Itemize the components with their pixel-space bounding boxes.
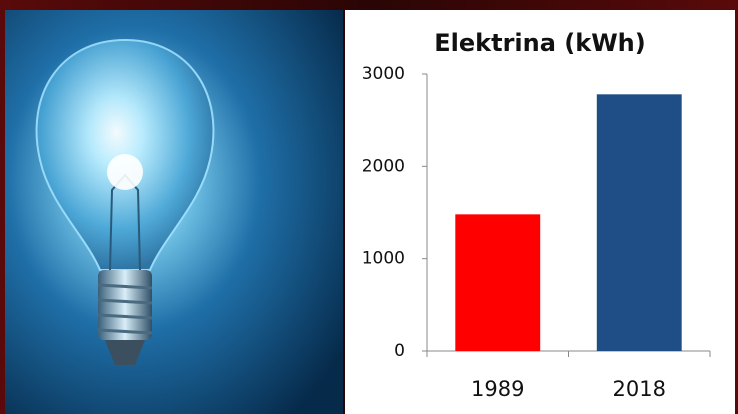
x-tick-label: 2018 [613, 377, 666, 401]
y-tick-label: 1000 [362, 249, 405, 269]
bar [455, 214, 541, 351]
x-tick-label: 1989 [471, 377, 524, 401]
y-tick-label: 0 [394, 341, 405, 361]
bar [596, 94, 682, 352]
y-tick-label: 3000 [362, 64, 405, 84]
y-tick-label: 2000 [362, 156, 405, 176]
chart-title: Elektrina (kWh) [434, 29, 646, 57]
lightbulb-image [5, 10, 343, 414]
